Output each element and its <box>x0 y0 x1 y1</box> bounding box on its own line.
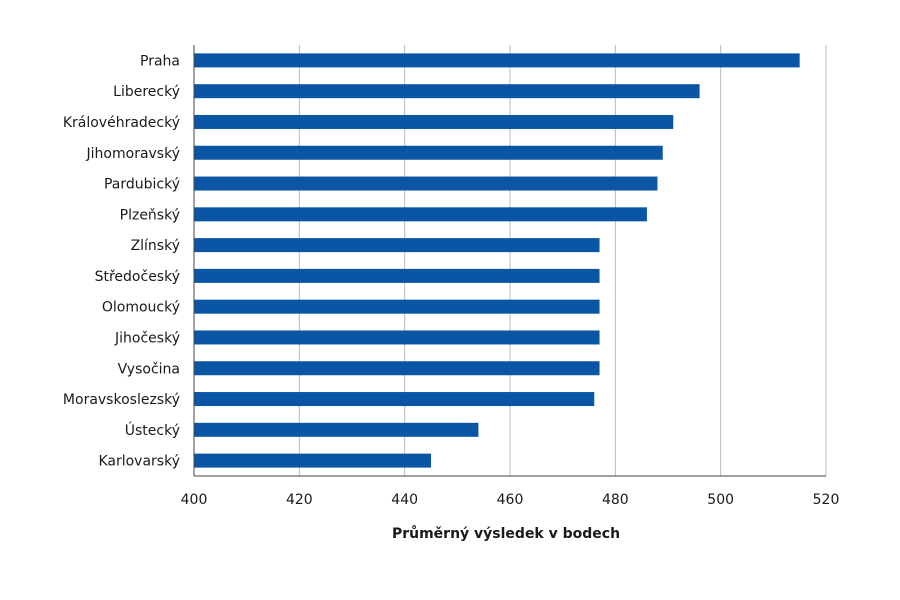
bars <box>194 53 800 468</box>
gridlines <box>298 45 827 476</box>
x-tick-label: 400 <box>181 492 208 508</box>
bar-13 <box>194 453 431 468</box>
bar-2 <box>194 114 674 129</box>
bar-6 <box>194 238 600 253</box>
category-label: Praha <box>140 53 180 69</box>
bar-3 <box>194 145 663 160</box>
x-tick-label: 420 <box>286 492 313 508</box>
x-tick-labels: 400 420 440 460 480 500 520 <box>181 492 840 508</box>
category-label: Liberecký <box>113 84 180 100</box>
bar-10 <box>194 361 600 376</box>
bar-9 <box>194 330 600 345</box>
category-label: Olomoucký <box>102 300 180 316</box>
category-label: Středočeský <box>95 269 180 285</box>
category-label: Královéhradecký <box>63 115 180 131</box>
bar-8 <box>194 299 600 314</box>
category-label: Jihočeský <box>114 330 180 346</box>
bar-12 <box>194 422 479 437</box>
category-label: Zlínský <box>131 238 180 254</box>
category-label: Jihomoravský <box>86 146 180 162</box>
x-tick-label: 520 <box>813 492 840 508</box>
bar-11 <box>194 392 595 407</box>
bar-7 <box>194 268 600 283</box>
x-tick-label: 500 <box>707 492 734 508</box>
bar-5 <box>194 207 647 222</box>
bar-4 <box>194 176 658 191</box>
category-label: Pardubický <box>104 177 180 193</box>
category-label: Moravskoslezský <box>63 392 180 408</box>
x-tick-label: 440 <box>391 492 418 508</box>
category-label: Ústecký <box>125 421 180 439</box>
x-tick-label: 480 <box>602 492 629 508</box>
x-axis-title: Průměrný výsledek v bodech <box>392 525 620 542</box>
bar-1 <box>194 84 700 99</box>
x-tick-label: 460 <box>497 492 524 508</box>
category-labels: Praha Liberecký Královéhradecký Jihomoravsk… <box>63 53 180 469</box>
category-label: Vysočina <box>118 361 180 377</box>
bar-0 <box>194 53 800 68</box>
category-label: Karlovarský <box>98 454 180 470</box>
category-label: Plzeňský <box>120 207 180 223</box>
